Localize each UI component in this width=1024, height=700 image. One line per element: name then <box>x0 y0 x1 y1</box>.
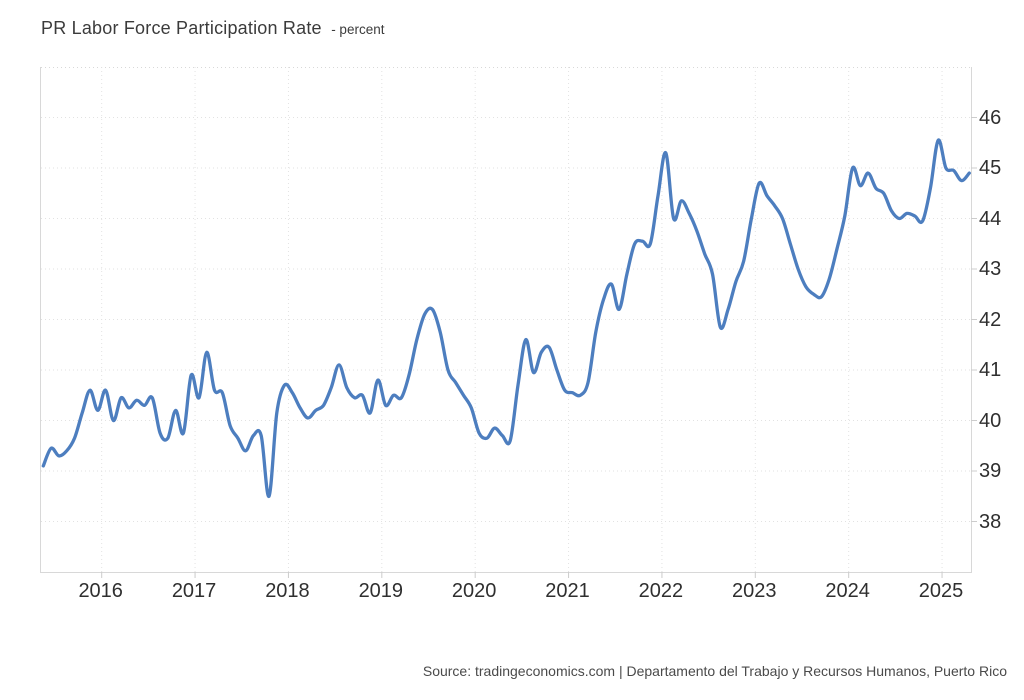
title-unit-suffix: - percent <box>331 22 385 37</box>
page-title: PR Labor Force Participation Rate <box>41 18 322 38</box>
x-axis-tick-label: 2017 <box>171 580 217 602</box>
x-axis-tick-label: 2025 <box>918 580 964 602</box>
y-axis-tick-label: 46 <box>979 106 1002 129</box>
x-axis-tick-label: 2018 <box>265 580 310 602</box>
y-axis-tick-label: 42 <box>979 308 1002 331</box>
y-axis-tick-label: 40 <box>979 409 1002 432</box>
gridlines <box>41 67 971 572</box>
y-axis-tick-label: 41 <box>979 359 1002 381</box>
x-axis-tick-label: 2023 <box>732 580 777 602</box>
source-attribution: Source: tradingeconomics.com | Departame… <box>422 663 1007 679</box>
lfpr-line-series <box>41 138 971 498</box>
line-chart-svg <box>41 67 977 578</box>
x-axis-tick-label: 2021 <box>545 580 590 602</box>
chart-header: PR Labor Force Participation Rate - perc… <box>41 18 384 39</box>
x-axis-tick-label: 2022 <box>638 580 684 602</box>
y-axis-tick-label: 38 <box>979 510 1002 533</box>
y-axis-tick-label: 45 <box>979 157 1002 179</box>
x-axis-tick-label: 2019 <box>358 580 404 602</box>
y-axis-tick-label: 44 <box>979 207 1002 230</box>
x-axis-tick-label: 2024 <box>825 580 870 602</box>
plot-area <box>40 67 977 578</box>
y-axis-tick-label: 39 <box>979 460 1002 482</box>
x-axis-tick-label: 2020 <box>451 580 497 602</box>
x-axis-tick-label: 2016 <box>78 580 123 602</box>
axis-tick-marks <box>101 117 977 578</box>
y-axis-tick-label: 43 <box>979 258 1002 280</box>
